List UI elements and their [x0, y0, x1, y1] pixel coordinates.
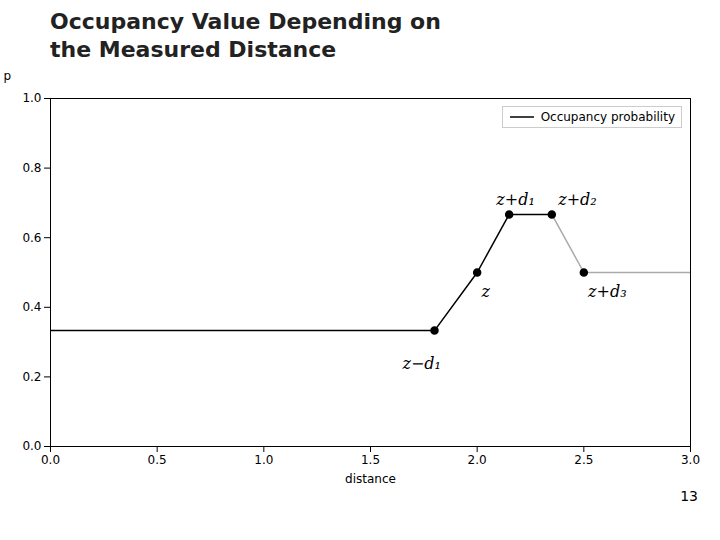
svg-text:0.0: 0.0: [22, 439, 41, 453]
svg-text:z+d₁: z+d₁: [495, 190, 535, 209]
svg-text:3.0: 3.0: [681, 453, 700, 467]
svg-text:0.8: 0.8: [22, 161, 41, 175]
html-text:Occupancy probability: Occupancy probability: [540, 110, 675, 124]
svg-text:0.4: 0.4: [22, 300, 41, 314]
svg-text:distance: distance: [345, 472, 396, 486]
svg-text:0.6: 0.6: [22, 231, 41, 245]
svg-text:0.2: 0.2: [22, 370, 41, 384]
html-text:13: 13: [680, 488, 698, 504]
svg-text:1.0: 1.0: [22, 91, 41, 105]
svg-text:z+d₃: z+d₃: [587, 282, 627, 301]
svg-text:z: z: [480, 282, 490, 301]
svg-text:0.5: 0.5: [148, 453, 167, 467]
svg-text:z−d₁: z−d₁: [401, 354, 441, 373]
svg-text:p: p: [4, 69, 12, 83]
svg-text:z+d₂: z+d₂: [557, 190, 597, 209]
svg-text:1.5: 1.5: [361, 453, 380, 467]
svg-text:2.5: 2.5: [574, 453, 593, 467]
svg-text:2.0: 2.0: [468, 453, 487, 467]
html-text:Occupancy Value Depending on t: Occupancy Value Depending on the Measure…: [50, 9, 441, 62]
svg-text:0.0: 0.0: [41, 453, 60, 467]
svg-text:1.0: 1.0: [254, 453, 273, 467]
